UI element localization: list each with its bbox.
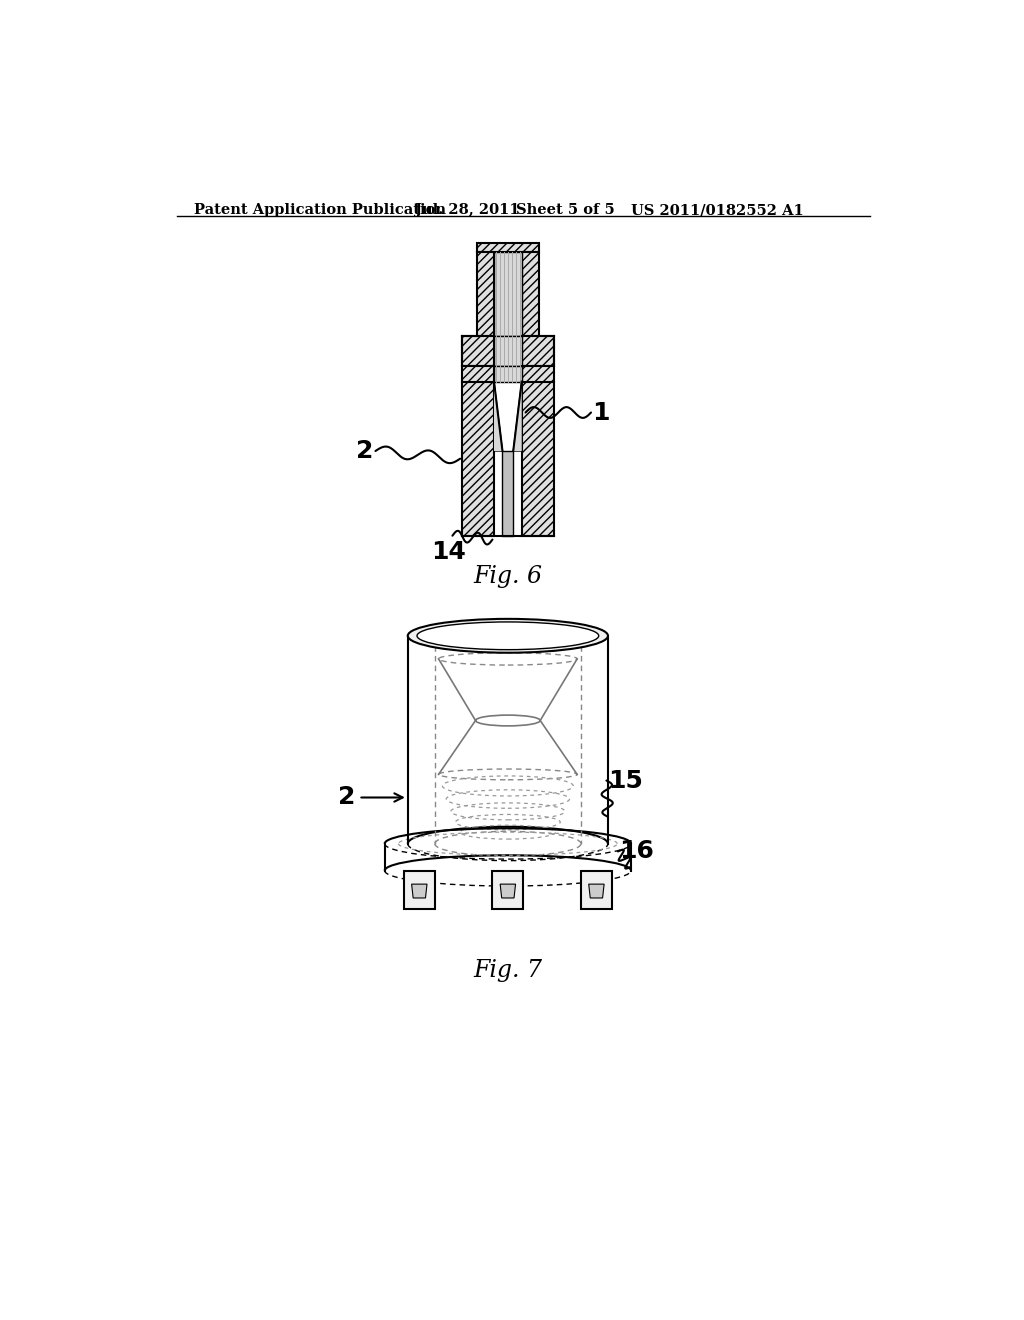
Polygon shape (513, 381, 521, 451)
Text: 15: 15 (608, 768, 643, 792)
Polygon shape (494, 335, 521, 367)
Polygon shape (494, 367, 521, 381)
Polygon shape (521, 367, 554, 536)
Polygon shape (581, 871, 611, 909)
Ellipse shape (417, 622, 599, 649)
Polygon shape (521, 335, 554, 367)
Polygon shape (494, 381, 503, 451)
Polygon shape (500, 884, 515, 898)
Polygon shape (503, 451, 513, 536)
Polygon shape (493, 871, 523, 909)
Polygon shape (513, 381, 521, 451)
Polygon shape (403, 871, 435, 909)
Text: 1: 1 (593, 400, 610, 425)
Text: US 2011/0182552 A1: US 2011/0182552 A1 (631, 203, 804, 216)
Ellipse shape (408, 619, 608, 653)
Polygon shape (412, 884, 427, 898)
Text: Fig. 7: Fig. 7 (473, 960, 543, 982)
Text: Fig. 6: Fig. 6 (473, 565, 543, 587)
Polygon shape (589, 884, 604, 898)
Text: 2: 2 (338, 785, 355, 809)
Polygon shape (462, 335, 494, 367)
Text: 16: 16 (620, 840, 654, 863)
Text: Jul. 28, 2011: Jul. 28, 2011 (416, 203, 520, 216)
Text: Patent Application Publication: Patent Application Publication (194, 203, 445, 216)
Polygon shape (494, 381, 503, 451)
Polygon shape (477, 252, 494, 335)
Text: Sheet 5 of 5: Sheet 5 of 5 (515, 203, 614, 216)
Polygon shape (494, 252, 521, 335)
Polygon shape (521, 252, 539, 335)
Text: 14: 14 (431, 540, 466, 564)
Polygon shape (477, 243, 539, 252)
Polygon shape (462, 367, 494, 536)
Text: 2: 2 (355, 440, 373, 463)
